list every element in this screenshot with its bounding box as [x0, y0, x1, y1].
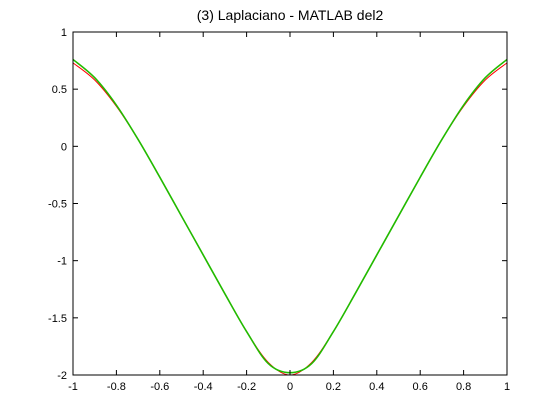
x-tick-label: -1 — [68, 381, 78, 393]
y-tick-label: -2 — [57, 370, 67, 382]
x-tick-label: 0 — [287, 381, 293, 393]
axes-box — [72, 31, 508, 376]
series-line-1 — [72, 62, 508, 376]
series-line-2 — [72, 58, 508, 374]
y-tick-label: -1 — [57, 256, 67, 268]
x-tick-label: 0.2 — [326, 381, 341, 393]
x-tick-label: 0.4 — [369, 381, 384, 393]
x-tick-label: 0.6 — [413, 381, 428, 393]
x-tick-label: 1 — [504, 381, 510, 393]
y-tick-label: -0.5 — [48, 199, 67, 211]
y-tick-label: 1 — [61, 27, 67, 39]
y-axis: 1 0.5 0 -0.5 -1 -1.5 -2 — [48, 27, 507, 382]
x-axis: -1 -0.8 -0.6 -0.4 -0.2 0 0.2 0.4 0.6 0.8 1 — [68, 32, 510, 393]
plot-area — [72, 58, 508, 376]
y-tick-label: -1.5 — [48, 313, 67, 325]
x-tick-label: -0.8 — [107, 381, 126, 393]
x-tick-label: 0.8 — [456, 381, 471, 393]
x-tick-label: -0.4 — [194, 381, 213, 393]
x-tick-label: -0.2 — [237, 381, 256, 393]
y-tick-label: 0.5 — [52, 84, 67, 96]
y-tick-label: 0 — [61, 141, 67, 153]
chart-title: (3) Laplaciano - MATLAB del2 — [197, 7, 384, 23]
x-tick-label: -0.6 — [150, 381, 169, 393]
